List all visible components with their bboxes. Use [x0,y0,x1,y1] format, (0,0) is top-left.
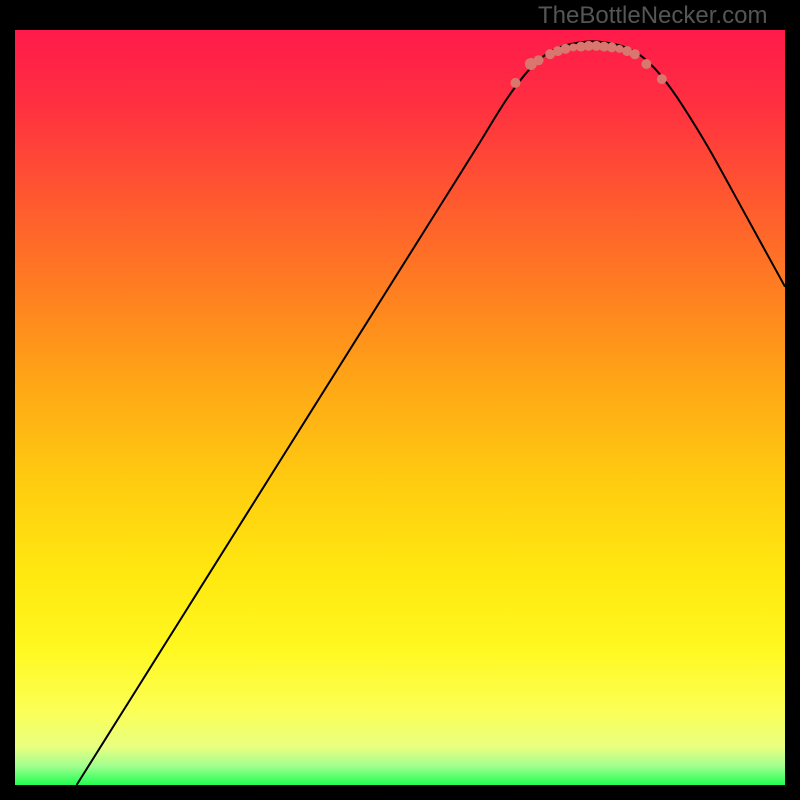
attribution-label: TheBottleNecker.com [538,2,767,30]
marker-dot [641,59,651,69]
chart-svg [15,30,785,785]
bottleneck-chart [15,30,785,785]
marker-dot [511,78,521,88]
marker-dot [534,55,544,65]
marker-dot [607,42,617,52]
marker-dot [630,49,640,59]
marker-dot [561,44,571,54]
marker-dot [657,74,667,84]
chart-background [15,30,785,785]
